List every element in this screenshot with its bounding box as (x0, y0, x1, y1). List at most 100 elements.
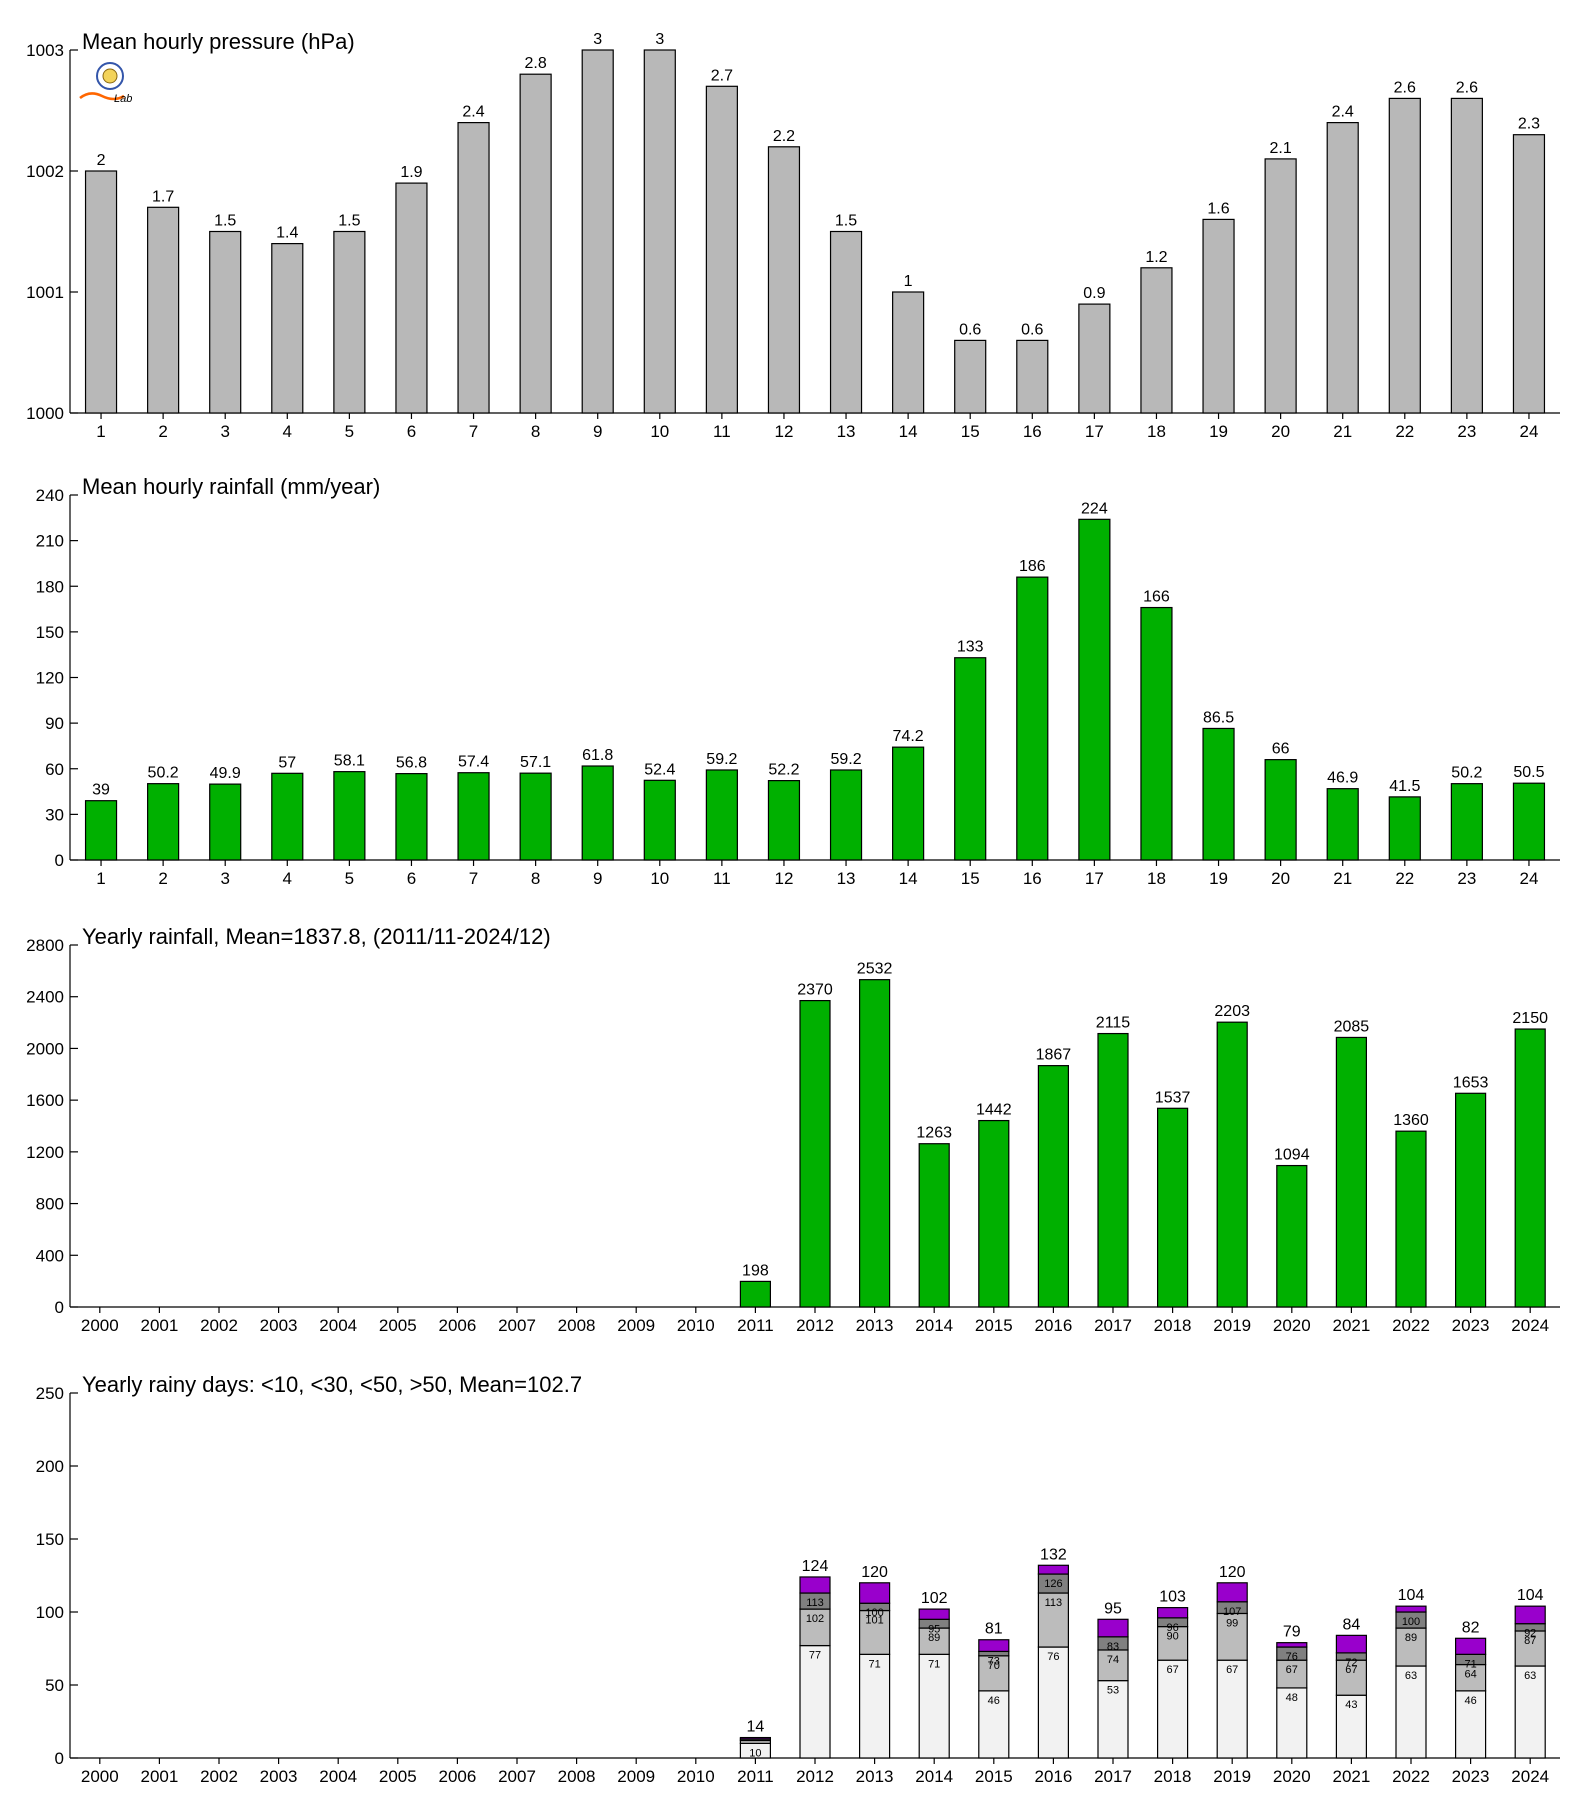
x-tick-label: 2019 (1213, 1767, 1251, 1786)
bar (581, 765, 614, 861)
x-tick-label: 15 (961, 869, 980, 888)
y-tick-label: 120 (36, 669, 64, 688)
x-tick-label: 2011 (737, 1316, 774, 1335)
x-tick-label: 2024 (1511, 1767, 1549, 1786)
data-label: 2150 (1512, 1010, 1548, 1027)
bar (519, 73, 552, 414)
data-label: 82 (1462, 1619, 1480, 1636)
y-tick-label: 1200 (26, 1143, 64, 1162)
bar (1512, 134, 1546, 414)
bar (1264, 759, 1297, 861)
x-tick-label: 2003 (260, 1316, 298, 1335)
x-tick-label: 23 (1457, 422, 1476, 441)
bar (1140, 267, 1173, 414)
data-label: 2532 (857, 961, 893, 978)
data-label: 0.9 (1083, 285, 1105, 302)
x-tick-label: 2 (158, 869, 167, 888)
bar (84, 800, 118, 861)
data-label: 1 (904, 273, 913, 290)
x-tick-label: 2013 (856, 1316, 894, 1335)
x-tick-label: 17 (1085, 422, 1104, 441)
data-label: 2203 (1214, 1003, 1250, 1020)
stack-segment-lt30 (1454, 1663, 1487, 1692)
data-label: 84 (1343, 1616, 1361, 1633)
y-tick-label: 0 (55, 851, 64, 870)
y-tick-label: 90 (45, 714, 64, 733)
data-label: 58.1 (334, 753, 365, 770)
data-label: 0.6 (959, 321, 981, 338)
y-tick-label: 800 (36, 1195, 64, 1214)
bar (581, 49, 614, 414)
data-label: 50.5 (1513, 764, 1544, 781)
segment-label-lt30: 102 (806, 1613, 824, 1625)
bar (1264, 158, 1297, 414)
x-tick-label: 2016 (1034, 1316, 1072, 1335)
segment-label-lt30: 90 (1166, 1631, 1178, 1643)
segment-label-lt50: 95 (928, 1623, 940, 1635)
data-label: 1.6 (1207, 200, 1229, 217)
segment-label-lt10: 10 (749, 1747, 761, 1759)
x-tick-label: 19 (1209, 869, 1228, 888)
data-label: 61.8 (582, 747, 613, 764)
segment-label-lt10: 46 (1464, 1695, 1476, 1707)
bar (519, 772, 552, 861)
segment-label-lt10: 67 (1166, 1664, 1178, 1676)
bar (1454, 1092, 1487, 1308)
data-label: 1263 (916, 1125, 952, 1142)
x-tick-label: 18 (1147, 422, 1166, 441)
data-label: 166 (1143, 589, 1170, 606)
data-label: 39 (92, 782, 110, 799)
x-tick-label: 21 (1333, 422, 1352, 441)
x-tick-label: 1 (96, 869, 105, 888)
segment-label-lt10: 71 (928, 1658, 940, 1670)
stack-segment-total (1097, 1618, 1129, 1638)
bar (767, 146, 801, 414)
segment-label-lt50: 100 (1402, 1616, 1420, 1628)
segment-label-lt10: 76 (1047, 1651, 1059, 1663)
bar (1514, 1028, 1546, 1308)
bar (978, 1119, 1010, 1308)
y-tick-label: 180 (36, 577, 64, 596)
chart-title: Mean hourly rainfall (mm/year) (82, 474, 380, 499)
data-label: 59.2 (706, 751, 737, 768)
data-label: 1.7 (152, 188, 174, 205)
stack-segment-lt10 (1276, 1687, 1308, 1759)
x-tick-label: 13 (837, 422, 856, 441)
segment-label-lt30: 74 (1107, 1654, 1119, 1666)
bar (1512, 782, 1546, 861)
chart-title: Mean hourly pressure (hPa) (82, 29, 355, 54)
x-tick-label: 2007 (498, 1316, 536, 1335)
bar (1156, 1107, 1189, 1308)
y-tick-label: 150 (36, 623, 64, 642)
data-label: 66 (1272, 741, 1290, 758)
x-tick-label: 2010 (677, 1767, 715, 1786)
y-tick-label: 50 (45, 1676, 64, 1695)
stack-segment-lt10 (918, 1653, 950, 1759)
x-tick-label: 2003 (260, 1767, 298, 1786)
data-label: 2.7 (711, 67, 733, 84)
logo-seal (102, 68, 118, 84)
bar (209, 783, 242, 861)
bar (829, 230, 863, 414)
x-tick-label: 4 (283, 869, 292, 888)
data-label: 2.6 (1456, 79, 1478, 96)
bar (1276, 1164, 1308, 1308)
y-tick-label: 1600 (26, 1091, 64, 1110)
x-tick-label: 2018 (1154, 1767, 1192, 1786)
x-tick-label: 2002 (200, 1316, 238, 1335)
data-label: 95 (1104, 1600, 1122, 1617)
bar (209, 230, 242, 414)
stack-segment-lt10 (1454, 1690, 1487, 1759)
data-label: 57.1 (520, 754, 551, 771)
segment-label-lt50: 76 (1286, 1651, 1298, 1663)
data-label: 1.5 (835, 213, 857, 230)
x-tick-label: 23 (1457, 869, 1476, 888)
stack-segment-total (1335, 1634, 1368, 1654)
segment-label-lt30: 87 (1524, 1635, 1536, 1647)
x-tick-label: 2002 (200, 1767, 238, 1786)
bar (333, 771, 366, 861)
x-tick-label: 2023 (1452, 1767, 1490, 1786)
y-tick-label: 210 (36, 532, 64, 551)
x-tick-label: 2022 (1392, 1316, 1430, 1335)
